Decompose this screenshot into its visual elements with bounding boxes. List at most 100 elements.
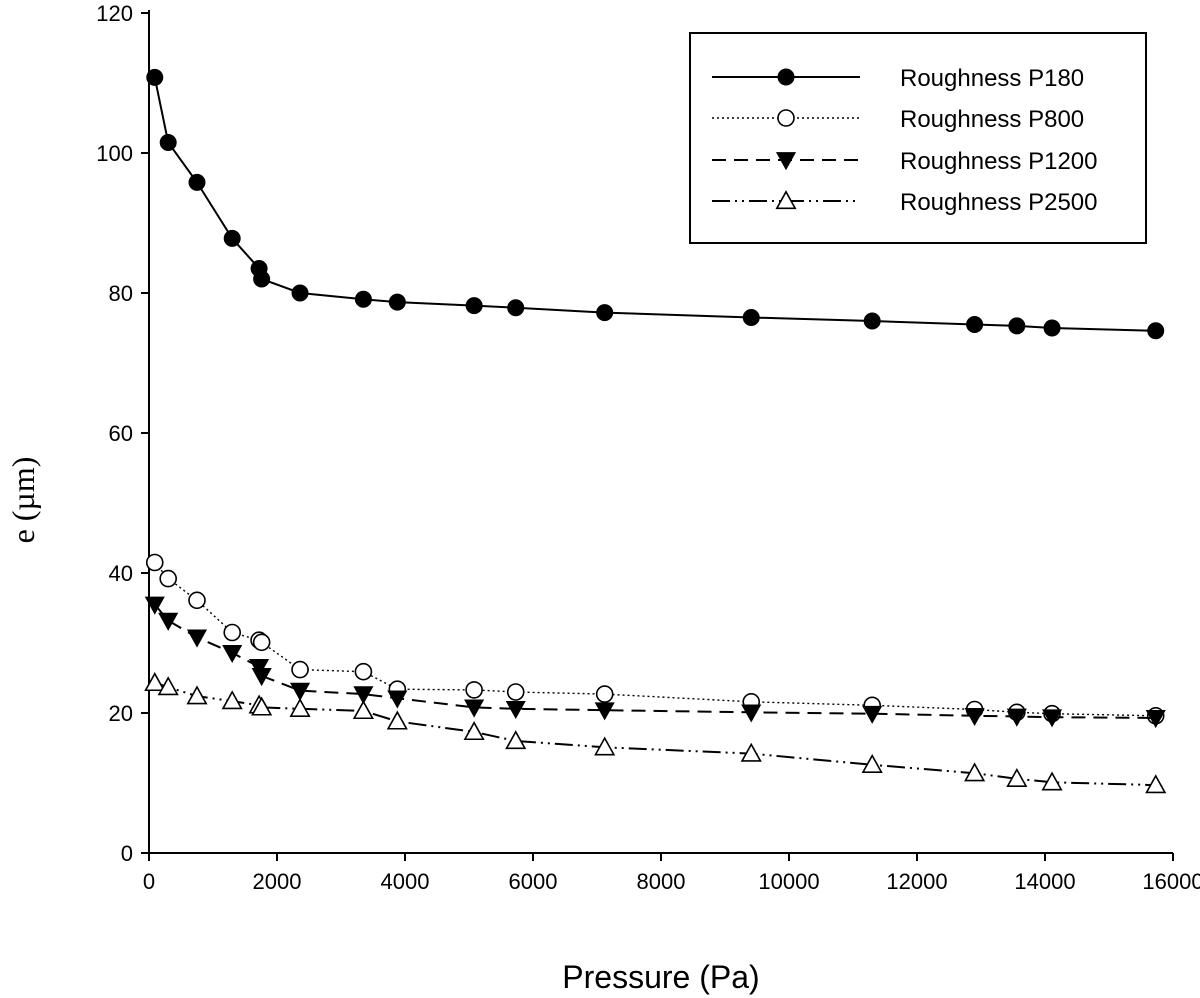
data-point	[595, 685, 614, 703]
y-axis-ticks: 0 20 40 60 80 100 120	[96, 1, 149, 866]
legend-label: Roughness P180	[900, 65, 1084, 92]
data-point	[1041, 709, 1063, 728]
y-tick-label: 60	[109, 421, 133, 446]
data-point	[740, 742, 762, 762]
x-axis-ticks: 0 2000 4000 6000 8000 10000 12000 14000 16000	[143, 853, 1200, 894]
data-point	[507, 299, 525, 317]
data-point	[146, 68, 164, 86]
data-point	[505, 730, 527, 750]
data-point	[863, 312, 881, 330]
data-point	[465, 681, 483, 699]
data-point	[291, 660, 309, 679]
data-point	[289, 682, 311, 701]
data-point	[964, 707, 985, 727]
data-point	[862, 705, 883, 724]
data-point	[1145, 774, 1167, 794]
data-point	[1006, 767, 1028, 787]
data-point	[251, 668, 272, 687]
series-4	[144, 672, 1167, 794]
data-point	[354, 662, 373, 681]
data-point	[1041, 771, 1063, 791]
data-point	[1008, 317, 1026, 335]
data-point	[186, 629, 208, 648]
x-tick-label: 10000	[758, 869, 819, 894]
data-point	[188, 591, 206, 610]
data-point	[159, 569, 177, 588]
y-tick-label: 20	[109, 701, 133, 726]
data-point	[505, 700, 526, 720]
data-point	[188, 173, 206, 191]
y-tick-label: 100	[96, 141, 133, 166]
data-point	[352, 700, 374, 720]
series-1	[146, 68, 1165, 340]
data-point	[742, 309, 760, 326]
legend-marker	[777, 68, 795, 86]
data-point	[464, 699, 485, 718]
y-tick-label: 40	[109, 561, 133, 586]
data-point	[465, 297, 483, 315]
data-point	[145, 553, 164, 572]
x-tick-label: 8000	[637, 869, 686, 894]
series-3	[144, 596, 1166, 729]
data-point	[249, 658, 270, 678]
legend-label: Roughness P2500	[900, 189, 1097, 216]
series-layer	[144, 68, 1167, 794]
legend: Roughness P180 Roughness P800 Roughness P1…	[689, 32, 1147, 244]
x-tick-label: 12000	[886, 869, 947, 894]
data-point	[964, 762, 986, 782]
data-point	[463, 721, 485, 741]
data-point	[157, 676, 179, 696]
data-point	[252, 633, 271, 652]
data-point	[387, 690, 408, 709]
data-point	[386, 710, 408, 730]
data-point	[144, 672, 166, 692]
data-point	[222, 644, 243, 664]
data-point	[221, 690, 243, 710]
legend-box	[689, 32, 1147, 244]
data-point	[253, 270, 271, 288]
y-tick-label: 80	[109, 281, 133, 306]
y-axis-title: e (µm)	[5, 457, 41, 544]
data-point	[159, 134, 177, 151]
data-point	[354, 290, 372, 308]
legend-marker	[775, 152, 797, 171]
legend-label: Roughness P800	[900, 106, 1084, 133]
y-tick-label: 0	[121, 841, 133, 866]
x-axis-title: Pressure (Pa)	[562, 959, 759, 995]
legend-label: Roughness P1200	[900, 148, 1097, 175]
data-point	[291, 284, 309, 302]
data-point	[594, 702, 615, 721]
data-point	[289, 697, 311, 717]
x-tick-label: 0	[143, 869, 155, 894]
series-line	[153, 603, 1156, 719]
data-point	[506, 683, 525, 701]
x-tick-label: 4000	[381, 869, 430, 894]
data-point	[251, 696, 273, 716]
x-tick-label: 16000	[1142, 869, 1200, 894]
data-point	[596, 304, 614, 322]
data-point	[1147, 322, 1165, 340]
data-point	[594, 736, 616, 756]
data-point	[966, 316, 984, 333]
legend-marker	[775, 190, 797, 210]
data-point	[158, 612, 179, 631]
series-line	[154, 562, 1156, 717]
data-point	[741, 704, 762, 723]
x-tick-label: 6000	[509, 869, 558, 894]
data-point	[223, 229, 241, 247]
data-point	[353, 686, 374, 705]
data-point	[861, 753, 883, 773]
data-point	[1043, 319, 1061, 337]
data-point	[223, 623, 241, 642]
data-point	[144, 596, 165, 615]
data-point	[186, 685, 208, 705]
data-point	[388, 293, 406, 311]
x-tick-label: 2000	[253, 869, 302, 894]
y-tick-label: 120	[96, 1, 133, 26]
series-line	[154, 681, 1156, 787]
legend-marker	[777, 109, 795, 127]
data-point	[1006, 708, 1027, 727]
x-tick-label: 14000	[1014, 869, 1075, 894]
data-point	[1145, 710, 1166, 729]
